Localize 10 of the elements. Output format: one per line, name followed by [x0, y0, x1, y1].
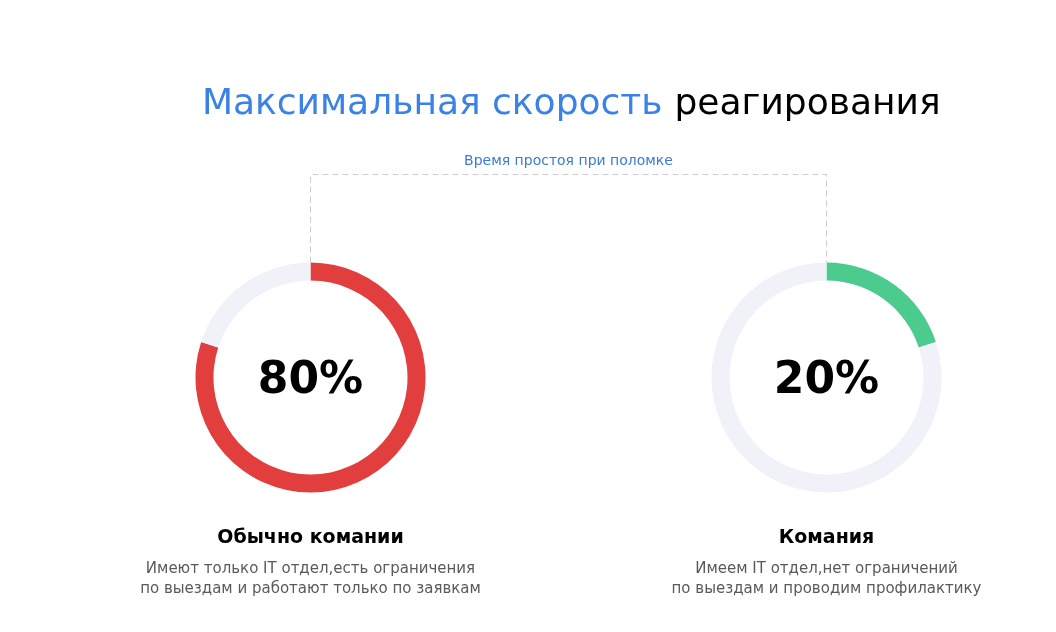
- text: по выездам и работают только по заявкам: [140, 578, 481, 597]
- text: Обычно комании: [217, 524, 404, 547]
- text: по выездам и проводим профилактику: [671, 578, 982, 597]
- text: Время простоя при поломке: [464, 151, 673, 168]
- text: 20%: [773, 352, 880, 403]
- text: Имеют только IT отдел,есть ограничения: [145, 558, 476, 577]
- text: Имеем IT отдел,нет ограничений: [695, 558, 958, 577]
- text: Максимальная скорость реагирования: [201, 81, 941, 122]
- text: 80%: [257, 352, 364, 403]
- text: Комания: [778, 524, 875, 547]
